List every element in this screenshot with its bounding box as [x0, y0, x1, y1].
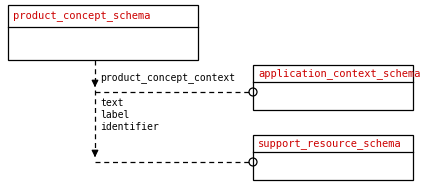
Text: product_concept_context: product_concept_context	[100, 73, 235, 83]
Text: support_resource_schema: support_resource_schema	[258, 138, 402, 149]
Text: identifier: identifier	[100, 122, 159, 132]
Bar	[253, 135, 413, 180]
Bar	[8, 5, 198, 60]
Text: application_context_schema: application_context_schema	[258, 68, 421, 79]
Text: label: label	[100, 110, 129, 120]
Bar	[253, 65, 413, 110]
Text: text: text	[100, 98, 123, 108]
Text: product_concept_schema: product_concept_schema	[13, 11, 150, 21]
